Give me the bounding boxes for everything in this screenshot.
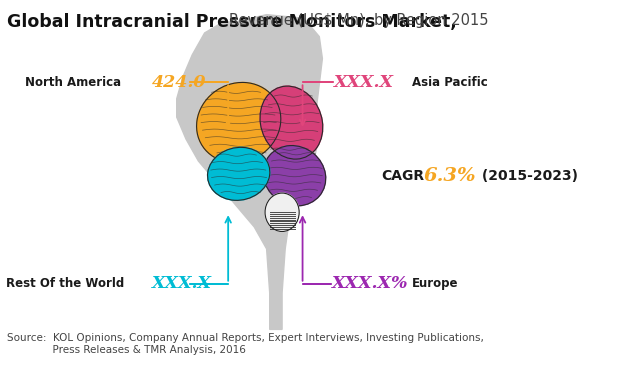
Polygon shape <box>177 15 322 329</box>
Ellipse shape <box>264 146 326 206</box>
Text: Asia Pacific: Asia Pacific <box>412 76 488 89</box>
Text: 6.3%: 6.3% <box>423 167 476 185</box>
Text: CAGR: CAGR <box>381 169 425 183</box>
Text: Global Intracranial Pressure Monitors Market, Revenue (US$ Mn), by Region 2015: Global Intracranial Pressure Monitors Ma… <box>7 13 620 31</box>
Text: 424.0: 424.0 <box>152 74 206 91</box>
Text: XXX.X: XXX.X <box>334 74 394 91</box>
Text: Global Intracranial Pressure Monitors Market,: Global Intracranial Pressure Monitors Ma… <box>7 13 457 31</box>
Text: Revenue (US$ Mn), by Region 2015: Revenue (US$ Mn), by Region 2015 <box>7 13 489 28</box>
Text: Source:  KOL Opinions, Company Annual Reports, Expert Interviews, Investing Publ: Source: KOL Opinions, Company Annual Rep… <box>7 333 484 355</box>
Text: XXX.X%: XXX.X% <box>332 275 408 292</box>
Ellipse shape <box>260 86 323 159</box>
Text: XXX.X: XXX.X <box>152 275 212 292</box>
Ellipse shape <box>208 147 270 200</box>
Text: (2015-2023): (2015-2023) <box>477 169 578 183</box>
Text: North America: North America <box>25 76 121 89</box>
Ellipse shape <box>197 82 281 163</box>
Text: Europe: Europe <box>412 277 459 290</box>
Ellipse shape <box>265 193 299 232</box>
Text: Rest Of the World: Rest Of the World <box>6 277 125 290</box>
